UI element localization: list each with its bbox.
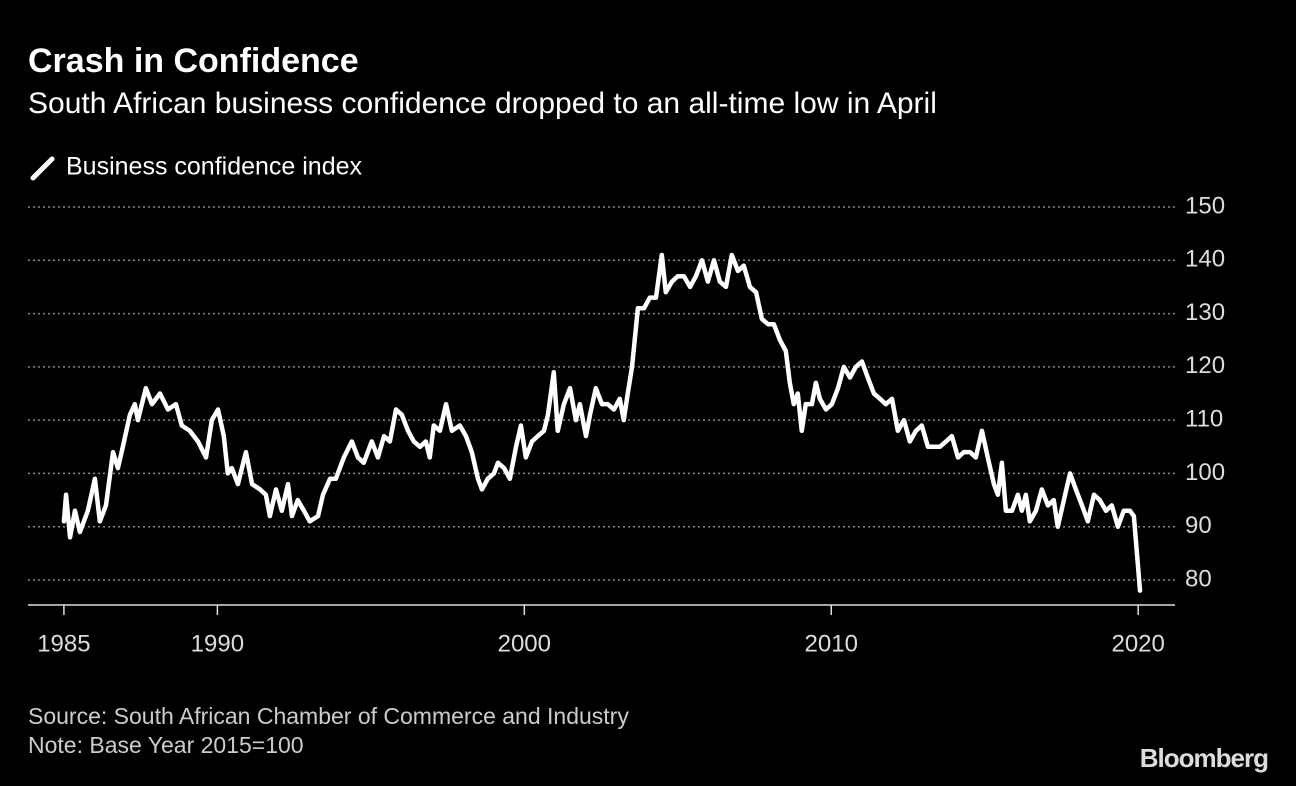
y-tick-label: 150 xyxy=(1185,192,1225,219)
brand-logo: Bloomberg xyxy=(1140,743,1268,773)
y-tick-label: 80 xyxy=(1185,565,1212,592)
chart-subtitle: South African business confidence droppe… xyxy=(28,87,937,120)
y-tick-label: 140 xyxy=(1185,246,1225,273)
legend-label: Business confidence index xyxy=(66,153,363,181)
chart-title: Crash in Confidence xyxy=(28,42,359,80)
legend-swatch xyxy=(30,156,55,181)
y-tick-label: 130 xyxy=(1185,299,1225,326)
x-tick-label: 1985 xyxy=(37,630,90,657)
base-note: Note: Base Year 2015=100 xyxy=(28,732,304,758)
y-tick-label: 100 xyxy=(1185,459,1225,486)
x-tick-label: 2020 xyxy=(1111,630,1164,657)
y-tick-label: 120 xyxy=(1185,352,1225,379)
x-tick-label: 1990 xyxy=(191,630,244,657)
data-line xyxy=(61,252,1143,593)
y-tick-label: 110 xyxy=(1185,405,1223,432)
x-tick-label: 2000 xyxy=(498,630,551,657)
y-tick-label: 90 xyxy=(1185,512,1212,539)
x-tick-label: 2010 xyxy=(805,630,858,657)
source-note: Source: South African Chamber of Commerc… xyxy=(28,703,629,729)
